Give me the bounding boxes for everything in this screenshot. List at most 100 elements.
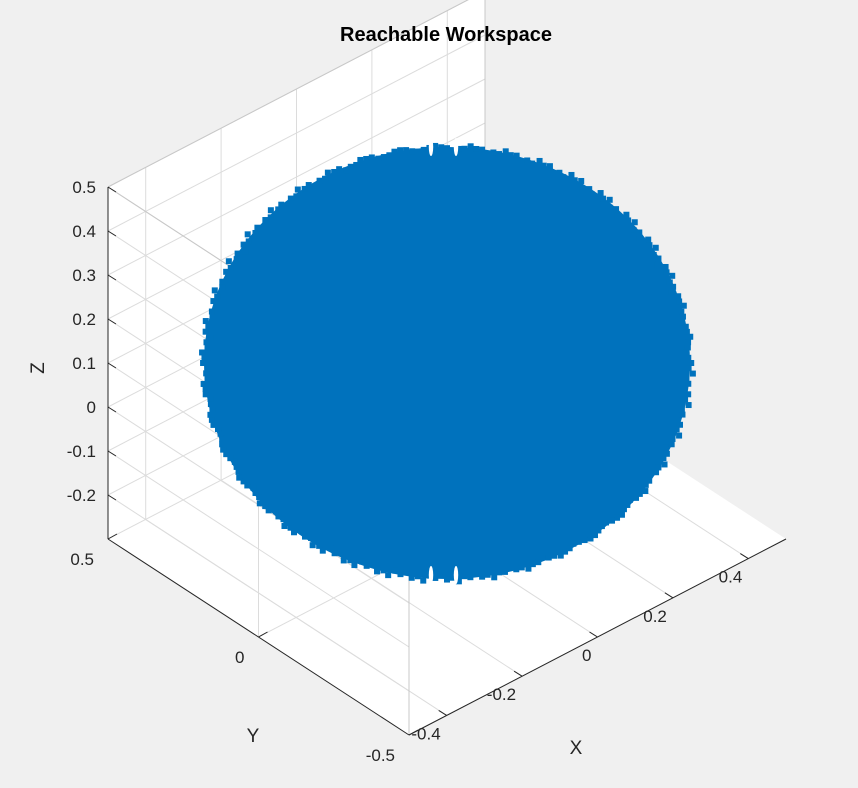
point-marker — [669, 435, 676, 442]
point-marker — [587, 535, 594, 542]
point-marker — [391, 148, 398, 155]
point-marker — [226, 275, 233, 282]
point-marker — [655, 255, 662, 262]
point-marker — [668, 441, 675, 448]
point-marker — [363, 155, 370, 162]
z-tick — [107, 318, 117, 325]
z-tick — [107, 274, 117, 281]
point-marker — [496, 569, 503, 576]
point-marker — [409, 148, 416, 155]
point-marker — [414, 573, 421, 580]
point-marker — [359, 558, 366, 565]
z-tick — [107, 230, 117, 237]
z-tick-label: 0.2 — [72, 310, 96, 329]
point-marker — [467, 574, 474, 581]
point-marker — [403, 568, 410, 575]
point-marker — [685, 402, 692, 409]
point-marker — [673, 426, 680, 433]
z-tick-label: 0.4 — [72, 222, 96, 241]
point-marker — [529, 561, 536, 568]
y-tick-label: -0.5 — [366, 746, 395, 765]
point-marker — [234, 250, 241, 257]
point-marker — [214, 293, 221, 300]
point-marker — [570, 540, 577, 547]
point-marker — [549, 170, 556, 177]
point-marker — [589, 191, 596, 198]
point-marker — [566, 545, 573, 552]
gridline-z-wall-y — [107, 34, 486, 232]
point-marker — [245, 238, 252, 245]
point-marker — [262, 217, 269, 224]
point-marker — [625, 217, 632, 224]
point-marker — [233, 256, 240, 263]
point-marker — [217, 430, 224, 437]
point-marker — [403, 147, 410, 154]
point-marker — [633, 494, 640, 501]
point-marker — [209, 313, 216, 320]
point-marker — [626, 496, 633, 503]
point-marker — [479, 146, 486, 153]
point-marker — [205, 323, 212, 330]
point-marker — [652, 244, 659, 251]
z-tick-label: 0.5 — [72, 178, 96, 197]
point-marker — [309, 542, 316, 549]
point-marker — [556, 169, 563, 176]
point-marker — [662, 444, 669, 451]
point-marker — [207, 401, 214, 408]
point-marker — [200, 360, 207, 366]
point-marker — [301, 185, 308, 192]
point-marker — [479, 573, 486, 580]
point-marker — [363, 562, 370, 569]
point-marker — [449, 147, 456, 154]
point-marker — [204, 344, 211, 351]
point-marker — [250, 484, 257, 491]
point-marker — [682, 323, 689, 330]
z-tick-label: 0.1 — [72, 354, 96, 373]
point-marker — [380, 567, 387, 574]
point-marker — [455, 578, 462, 585]
point-marker — [539, 554, 546, 561]
point-marker — [432, 142, 439, 149]
point-marker — [529, 160, 536, 167]
point-marker — [203, 339, 210, 346]
y-axis-label: Y — [247, 726, 260, 747]
point-marker — [331, 168, 338, 175]
point-marker — [661, 461, 668, 468]
point-marker — [670, 283, 677, 290]
point-marker — [645, 236, 652, 243]
point-marker — [415, 148, 422, 155]
z-tick-label: 0 — [87, 398, 96, 417]
point-marker — [207, 411, 214, 418]
point-marker — [207, 334, 214, 341]
point-marker — [351, 562, 358, 569]
z-tick-label: -0.1 — [67, 442, 96, 461]
point-marker — [233, 463, 240, 470]
y-tick-label: 0.5 — [70, 550, 94, 569]
point-marker — [278, 201, 285, 208]
point-marker — [560, 174, 567, 181]
point-marker — [262, 223, 269, 230]
point-marker — [202, 386, 209, 393]
point-marker — [495, 151, 502, 158]
x-tick-label: -0.4 — [411, 724, 440, 743]
point-marker — [473, 145, 480, 152]
point-marker — [449, 574, 456, 581]
point-marker — [660, 455, 667, 462]
point-marker — [240, 241, 247, 248]
point-marker — [636, 490, 643, 497]
point-marker — [662, 263, 669, 270]
point-marker — [513, 152, 520, 159]
point-marker — [275, 206, 282, 213]
point-marker — [254, 224, 261, 231]
point-marker — [678, 308, 685, 315]
tick-labels: -0.4 -0.2 0 0.2 0.4 -0.5 0 0.5 -0.2 -0.1 0 0.1 0.2 0.… — [67, 178, 743, 765]
point-marker — [227, 265, 234, 272]
point-marker — [305, 182, 312, 189]
point-marker — [502, 148, 509, 155]
point-marker — [614, 514, 621, 521]
point-marker — [654, 261, 661, 268]
point-marker — [370, 561, 377, 568]
point-marker — [620, 506, 627, 513]
point-marker — [347, 163, 354, 170]
point-marker — [571, 177, 578, 184]
